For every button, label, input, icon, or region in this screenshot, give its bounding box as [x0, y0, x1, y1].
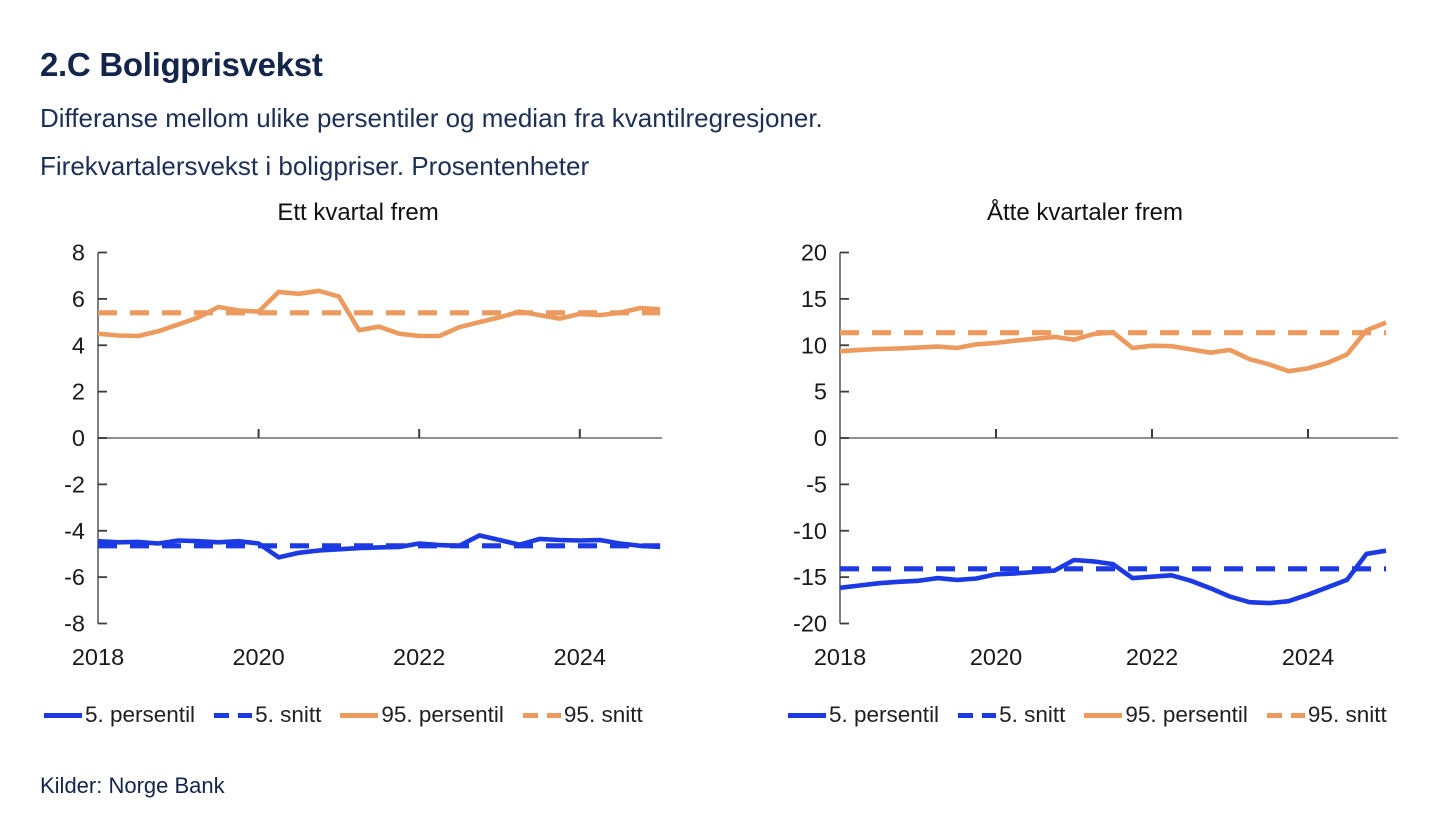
y-axis-label: -10 — [793, 518, 827, 544]
legend-label: 5. snitt — [255, 702, 322, 727]
legend-swatch-dashed-blue-icon — [958, 712, 997, 718]
y-axis-label: -8 — [64, 611, 85, 637]
legend-left: 5. persentil 5. snitt 95. persentil 95. … — [44, 702, 643, 728]
series-line-5-persentil — [97, 533, 661, 560]
y-axis-label: -5 — [806, 471, 827, 497]
legend-label: 95. persentil — [381, 702, 504, 727]
y-axis-label: -15 — [793, 564, 827, 590]
x-axis-label: 2022 — [393, 644, 445, 670]
legend-swatch-solid-orange-icon — [1084, 712, 1123, 718]
legend-swatch-solid-blue-icon — [788, 712, 826, 718]
x-axis-label: 2020 — [970, 644, 1022, 670]
legend-item-5-persentil: 5. persentil — [788, 702, 939, 728]
x-axis-label: 2020 — [232, 644, 284, 670]
y-axis-label: 8 — [72, 240, 85, 266]
legend-swatch-dashed-orange-icon — [522, 712, 561, 718]
legend-label: 5. snitt — [999, 702, 1066, 727]
legend-item-5-persentil: 5. persentil — [44, 702, 195, 728]
figure-title: 2.C Boligprisvekst — [40, 46, 323, 83]
legend-item-5-snitt: 5. snitt — [214, 702, 321, 728]
legend-label: 95. snitt — [563, 702, 643, 727]
series-line-5-persentil — [839, 548, 1387, 606]
y-axis-label: 20 — [801, 240, 827, 266]
x-axis-label: 2022 — [1126, 644, 1178, 670]
series-line-95-persentil — [97, 288, 661, 339]
legend-label: 95. snitt — [1307, 702, 1387, 727]
y-axis-label: 10 — [801, 332, 827, 358]
y-axis-label: -6 — [64, 564, 85, 590]
legend-label: 5. persentil — [85, 702, 196, 727]
y-axis-label: -20 — [793, 611, 827, 637]
legend-swatch-dashed-orange-icon — [1266, 712, 1305, 718]
y-axis-label: 0 — [72, 425, 85, 451]
legend-label: 5. persentil — [829, 702, 940, 727]
figure-subtitle-line1: Differanse mellom ulike persentiler og m… — [40, 103, 823, 133]
legend-right: 5. persentil 5. snitt 95. persentil 95. … — [788, 702, 1387, 728]
y-axis-label: 4 — [72, 332, 85, 358]
figure-subtitle-line2: Firekvartalersvekst i boligpriser. Prose… — [40, 151, 590, 181]
x-axis-label: 2018 — [72, 644, 124, 670]
legend-item-95-persentil: 95. persentil — [1084, 702, 1248, 728]
y-axis-label: 6 — [72, 286, 85, 312]
legend-swatch-solid-orange-icon — [340, 712, 379, 718]
y-axis-label: -4 — [64, 518, 85, 544]
panel-title-right: Åtte kvartaler frem — [986, 199, 1184, 226]
y-axis-label: -2 — [64, 471, 85, 497]
legend-item-5-snitt: 5. snitt — [958, 702, 1065, 728]
source-note: Kilder: Norge Bank — [40, 773, 225, 798]
y-axis-label: 2 — [72, 379, 85, 405]
legend-swatch-dashed-blue-icon — [214, 712, 253, 718]
x-axis-label: 2024 — [1282, 644, 1334, 670]
legend-item-95-persentil: 95. persentil — [340, 702, 504, 728]
x-axis-label: 2024 — [554, 644, 606, 670]
y-axis-label: 0 — [814, 425, 827, 451]
legend-swatch-solid-blue-icon — [44, 712, 82, 718]
y-axis-label: 5 — [814, 379, 827, 405]
x-axis-label: 2018 — [814, 644, 866, 670]
panel-title-left: Ett kvartal frem — [277, 199, 439, 226]
legend-item-95-snitt: 95. snitt — [522, 702, 643, 728]
legend-item-95-snitt: 95. snitt — [1266, 702, 1387, 728]
legend-label: 95. persentil — [1125, 702, 1248, 727]
series-line-95-persentil — [839, 320, 1387, 374]
y-axis-label: 15 — [801, 286, 827, 312]
